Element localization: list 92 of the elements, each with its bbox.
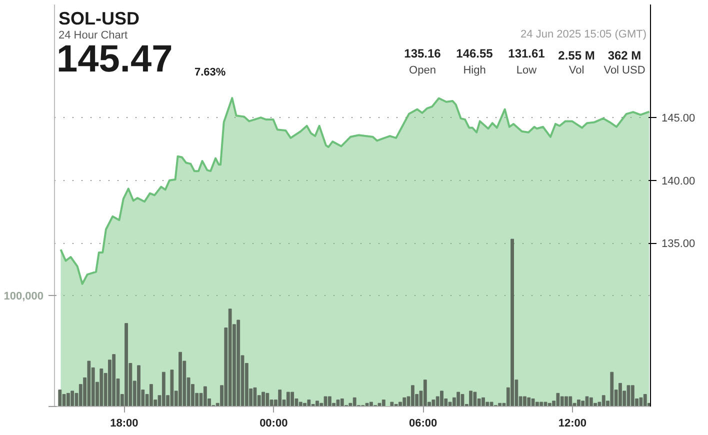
bar xyxy=(626,385,630,406)
bar xyxy=(630,385,634,406)
annotation: High xyxy=(463,64,486,76)
bar xyxy=(482,397,485,406)
annotation: Vol xyxy=(568,64,584,76)
bar xyxy=(58,390,62,406)
bar xyxy=(286,392,290,406)
bar xyxy=(490,402,494,406)
bar xyxy=(178,352,182,406)
bar xyxy=(473,392,477,406)
text: 24 Hour Chart xyxy=(58,30,128,42)
bar xyxy=(560,396,564,406)
bar xyxy=(589,397,593,406)
bar xyxy=(170,370,174,406)
bar xyxy=(564,396,568,406)
bar xyxy=(298,402,302,406)
annotation: 146.55 xyxy=(456,46,494,60)
bar xyxy=(150,384,153,406)
bar xyxy=(602,395,606,406)
bar xyxy=(527,397,531,406)
bar xyxy=(540,402,544,406)
bar xyxy=(307,400,311,406)
bar xyxy=(382,400,386,406)
bar xyxy=(262,392,265,406)
bar xyxy=(398,402,402,406)
bar xyxy=(124,323,128,406)
bar xyxy=(70,390,74,406)
bar xyxy=(112,354,116,406)
bar xyxy=(390,402,394,406)
y-tick-label: 140.00 xyxy=(662,175,696,188)
bar xyxy=(66,392,70,406)
annotation: 2.55 M xyxy=(558,48,595,62)
bar xyxy=(469,390,472,406)
bar xyxy=(556,392,560,406)
annotation: 362 M xyxy=(608,48,642,62)
bar xyxy=(328,396,332,406)
bar xyxy=(369,402,373,406)
annotation: Low xyxy=(516,64,537,76)
bar xyxy=(266,392,270,406)
annotation: Open xyxy=(409,64,436,76)
bar xyxy=(290,392,294,406)
annotation: 7.63% xyxy=(194,66,226,78)
bar xyxy=(610,372,614,406)
y2-tick-label: 100,000 xyxy=(4,290,44,303)
bar xyxy=(448,402,452,406)
bar xyxy=(340,398,344,406)
bar xyxy=(456,392,460,406)
bar xyxy=(352,397,356,406)
bar xyxy=(365,402,369,406)
annotation: 145.47 xyxy=(56,38,173,80)
bar xyxy=(432,400,436,406)
bar xyxy=(618,382,622,406)
bar xyxy=(336,400,340,406)
bar xyxy=(639,397,643,406)
bar xyxy=(87,360,91,406)
bar xyxy=(544,402,548,406)
bar xyxy=(402,397,406,406)
bar xyxy=(324,396,328,406)
bar xyxy=(585,396,589,406)
bar xyxy=(568,396,572,406)
bar xyxy=(137,365,140,406)
annotation: 135.16 xyxy=(404,46,442,60)
y-tick-label: 135.00 xyxy=(662,238,696,250)
bar xyxy=(460,394,464,406)
bar xyxy=(423,380,427,406)
bar xyxy=(378,402,382,406)
y-tick-label: 145.00 xyxy=(662,112,696,125)
bar xyxy=(228,308,232,406)
annotation: 131.61 xyxy=(508,46,546,60)
bar xyxy=(236,320,240,406)
bar xyxy=(440,390,444,406)
annotation: Vol USD xyxy=(604,64,646,76)
bar xyxy=(486,402,490,406)
bar xyxy=(253,387,257,406)
bar xyxy=(162,372,166,406)
bar xyxy=(316,400,319,406)
bar xyxy=(100,368,104,406)
x-tick-label: 00:00 xyxy=(260,418,288,430)
bar xyxy=(523,396,526,406)
bar xyxy=(643,394,647,406)
bar xyxy=(410,385,414,406)
bar xyxy=(278,390,282,406)
bar xyxy=(203,386,207,406)
bar xyxy=(510,238,514,406)
x-tick-label: 06:00 xyxy=(408,418,438,430)
bar xyxy=(535,402,539,406)
x-tick-label: 12:00 xyxy=(558,418,587,430)
chart-title: SOL-USD xyxy=(58,8,140,28)
annotation: 24 Jun 2025 15:05 (GMT) xyxy=(520,28,647,40)
x-tick-label: 18:00 xyxy=(110,418,138,430)
bar xyxy=(576,400,580,406)
bar xyxy=(531,398,535,406)
